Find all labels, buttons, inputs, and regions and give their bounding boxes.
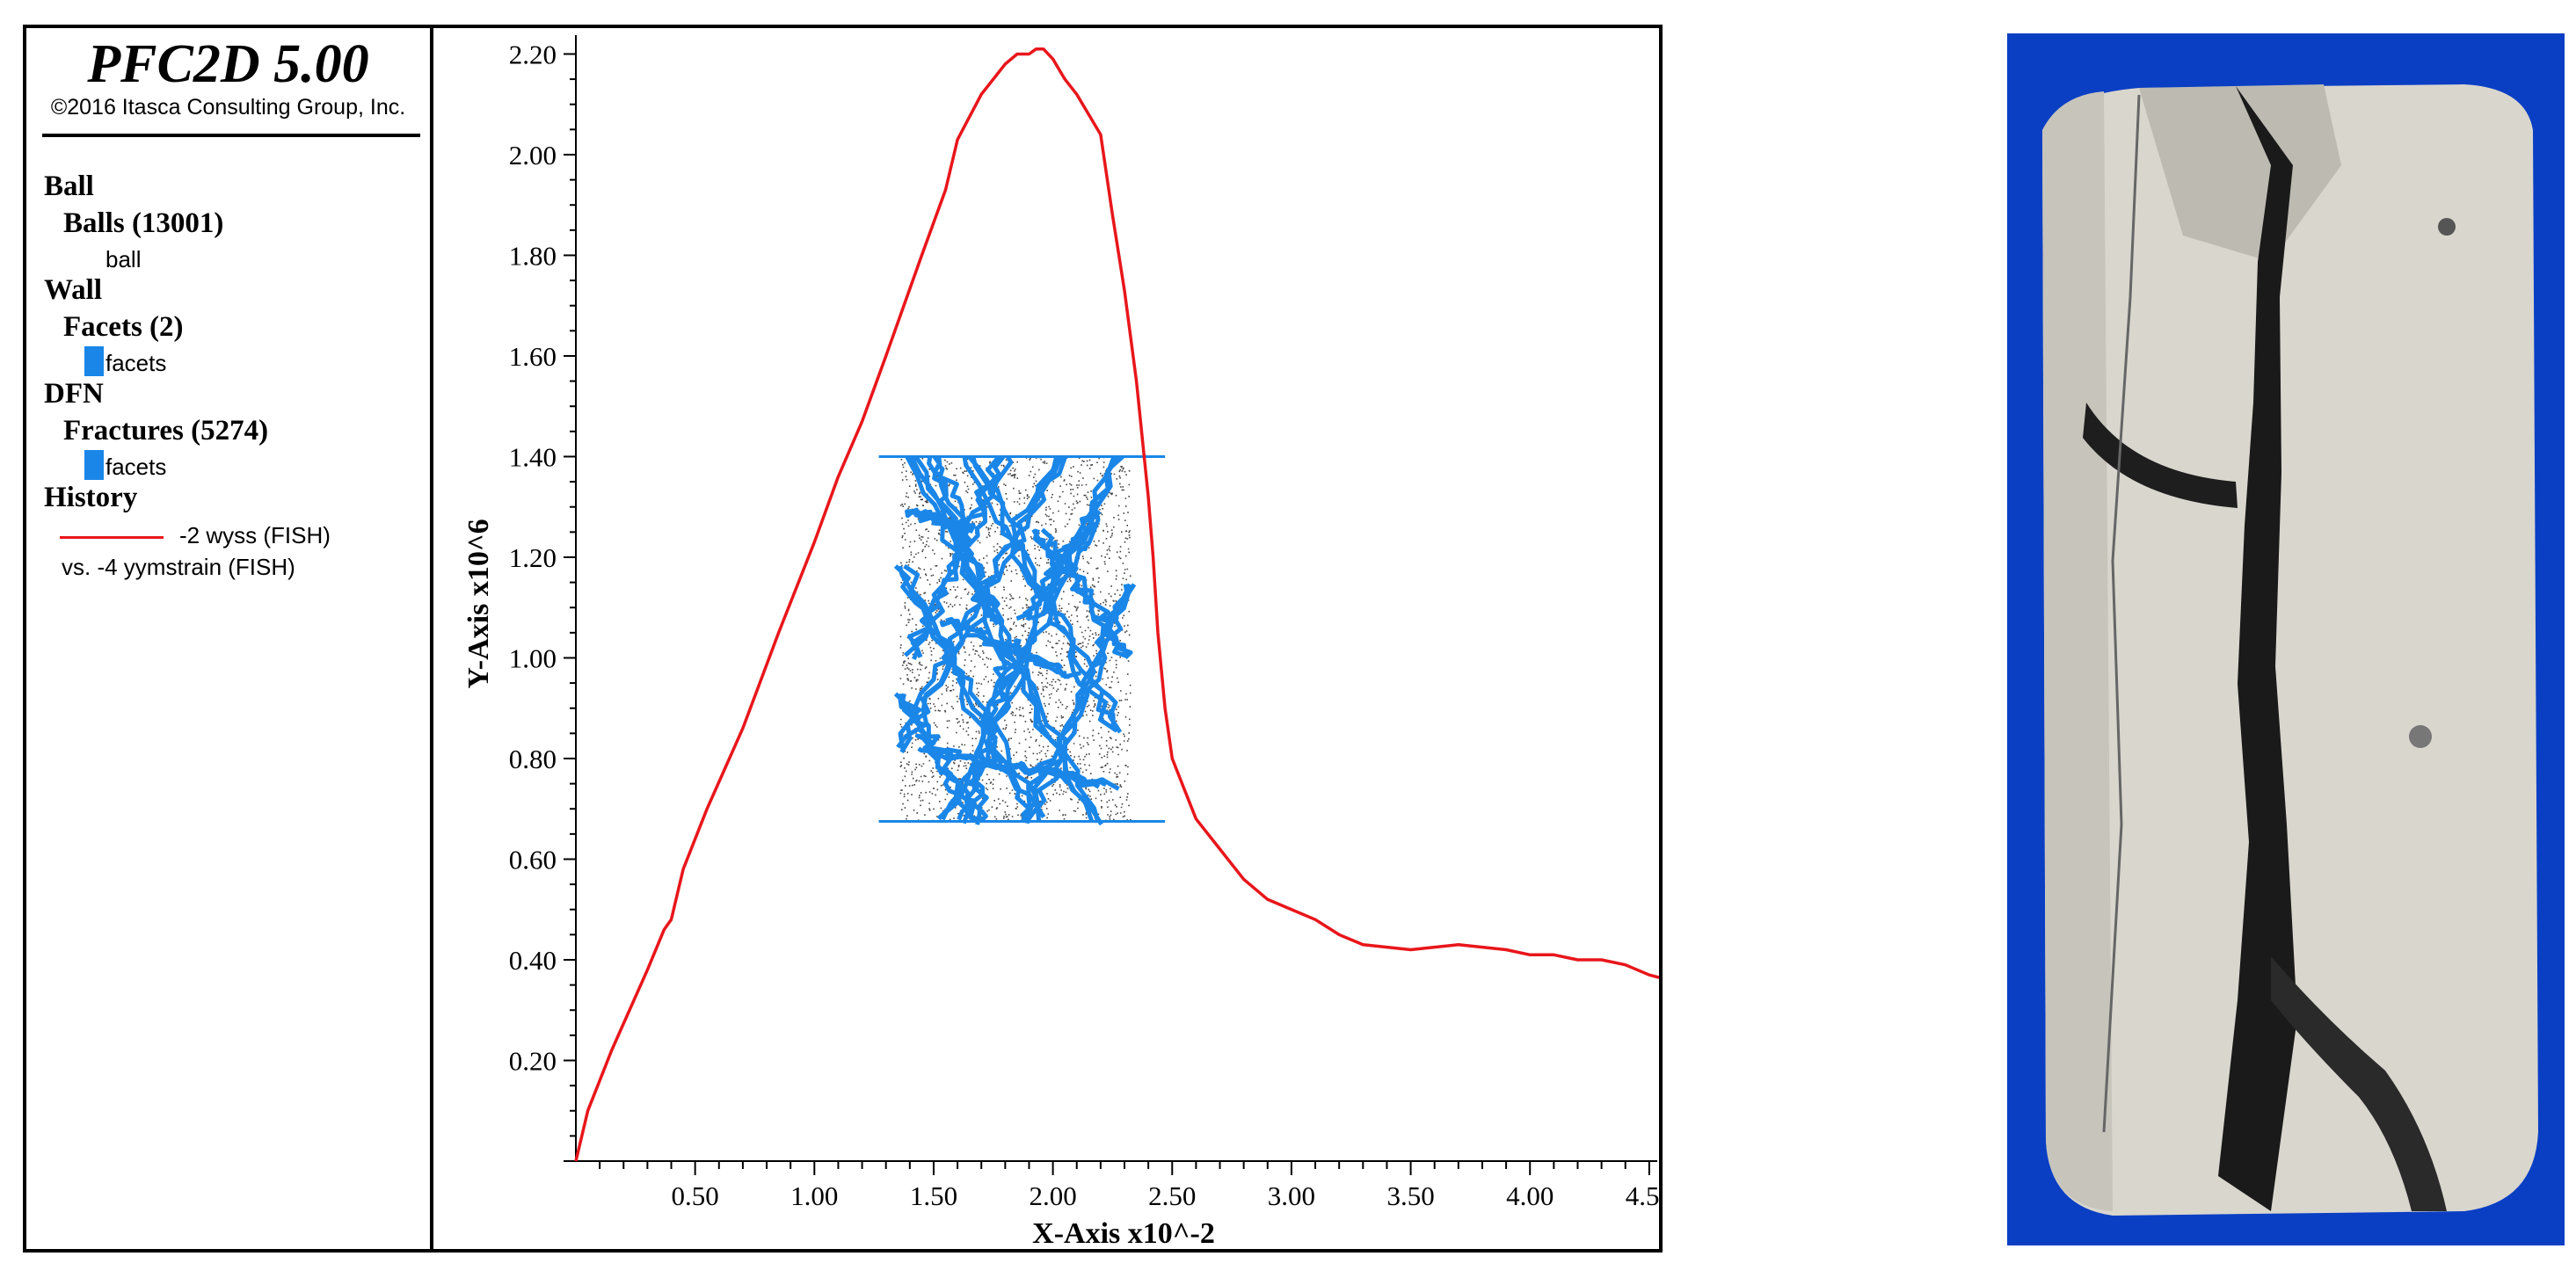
legend-sub-balls: Balls (13001): [63, 207, 224, 239]
legend-history-line2: vs. -4 yymstrain (FISH): [62, 554, 295, 580]
history-line-swatch: [60, 536, 164, 539]
y-axis-label: Y-Axis x10^6: [462, 519, 495, 688]
x-tick-label: 1.00: [790, 1180, 838, 1211]
x-tick-label: 3.50: [1386, 1180, 1434, 1211]
hairline-crack: [2102, 94, 2141, 1133]
app-title: PFC2D 5.00: [87, 34, 369, 94]
legend-header-ball: Ball: [44, 171, 94, 202]
legend-header-history: History: [44, 482, 138, 513]
x-tick-label: 2.50: [1148, 1180, 1196, 1211]
lower-crack: [2271, 956, 2447, 1211]
x-axis-label: X-Axis x10^-2: [1032, 1217, 1215, 1249]
y-tick-label: 1.40: [509, 441, 557, 472]
pore: [2409, 725, 2432, 748]
legend-panel: PFC2D 5.00 ©2016 Itasca Consulting Group…: [26, 28, 433, 1249]
y-tick-label: 2.00: [509, 140, 557, 171]
rock-specimen-photo: [2007, 33, 2565, 1245]
y-tick-label: 1.00: [509, 643, 557, 673]
legend-item-ball: ball: [106, 246, 142, 272]
legend-divider: [42, 134, 420, 137]
x-tick-label: 4.50: [1626, 1180, 1659, 1211]
pfc-plot-window: PFC2D 5.00 ©2016 Itasca Consulting Group…: [23, 25, 1663, 1253]
legend-header-wall: Wall: [44, 274, 103, 306]
rock-shadow-top: [2139, 84, 2341, 262]
x-tick-label: 4.00: [1506, 1180, 1554, 1211]
x-tick-label: 1.50: [910, 1180, 957, 1211]
legend-item-dfn-facets: facets: [106, 454, 167, 480]
wall-facet-swatch: [84, 346, 104, 376]
x-tick-label: 0.50: [672, 1180, 719, 1211]
dfn-facet-swatch: [84, 450, 104, 480]
y-tick-label: 1.20: [509, 542, 557, 573]
y-tick-label: 0.60: [509, 844, 557, 875]
x-tick-label: 3.00: [1268, 1180, 1315, 1211]
y-tick-label: 1.60: [509, 341, 557, 372]
y-tick-label: 0.40: [509, 945, 557, 976]
legend-history-line1: -2 wyss (FISH): [179, 522, 331, 548]
legend-header-dfn: DFN: [44, 378, 104, 410]
y-tick-label: 1.80: [509, 240, 557, 271]
main-crack: [2218, 86, 2297, 1211]
legend-sub-fractures: Fractures (5274): [63, 415, 269, 447]
rock-specimen: [2042, 84, 2538, 1216]
fracture-network: [893, 454, 1137, 826]
pore: [2438, 218, 2456, 236]
specimen-inset: [878, 454, 1166, 826]
x-tick-label: 2.00: [1029, 1180, 1076, 1211]
legend-sub-facets: Facets (2): [63, 311, 184, 343]
copyright-text: ©2016 Itasca Consulting Group, Inc.: [50, 95, 406, 120]
rock-left-face: [2042, 91, 2113, 1211]
history-curve: [574, 47, 1659, 1162]
y-tick-label: 0.80: [509, 744, 557, 774]
branch-crack: [2083, 403, 2238, 508]
y-tick-label: 0.20: [509, 1045, 557, 1076]
legend-item-wall-facets: facets: [106, 350, 167, 376]
history-plot: 0.20 0.40 0.60 0.80 1.00 1.20 1.40 1.60 1.80 2.00…: [462, 35, 1659, 1249]
y-tick-label: 2.20: [509, 39, 557, 69]
